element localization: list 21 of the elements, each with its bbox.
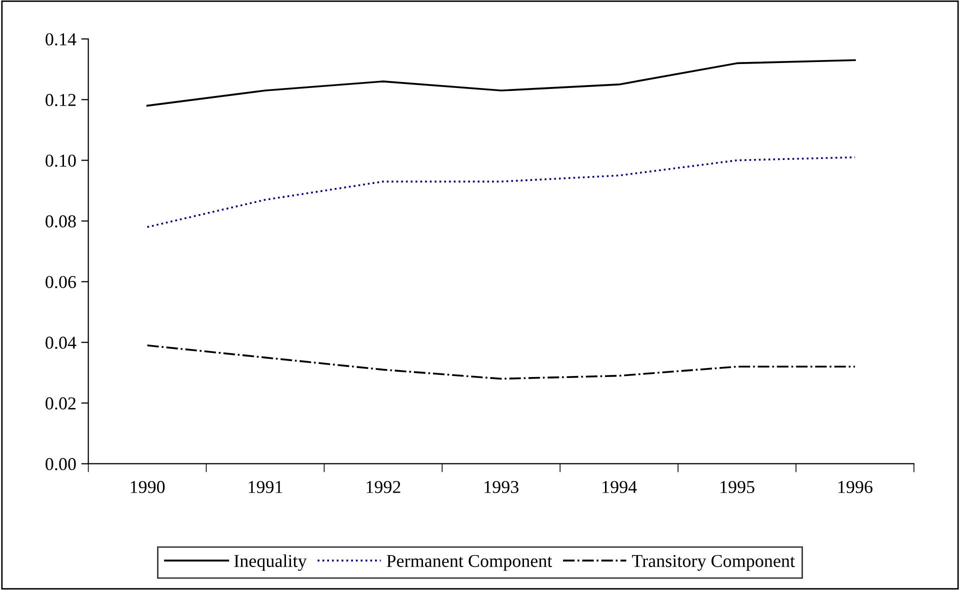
y-tick-label: 0.00 [46, 458, 76, 470]
x-tick-label: 1994 [602, 480, 637, 494]
line-series [146, 59, 856, 107]
x-tick-label: 1992 [366, 480, 400, 494]
x-tick-label: 1993 [484, 480, 518, 494]
y-tick-label: 0.02 [46, 397, 76, 410]
y-tick-label: 0.06 [46, 276, 76, 288]
line-series [146, 344, 856, 380]
y-tick-label: 0.12 [46, 94, 76, 106]
y-tick-label: 0.10 [46, 154, 76, 167]
x-tick-label: 1991 [248, 480, 282, 494]
y-tick-label: 0.08 [46, 215, 76, 228]
legend-label: Transitory Component [632, 554, 795, 571]
x-tick-label: 1995 [720, 480, 754, 494]
x-tick-label: 1990 [130, 480, 165, 494]
line-series [146, 156, 856, 228]
y-tick-label: 0.14 [46, 33, 76, 46]
legend-label: Permanent Component [386, 554, 552, 571]
x-tick-label: 1996 [838, 480, 872, 494]
legend-label: Inequality [234, 554, 307, 571]
y-tick-label: 0.04 [46, 336, 76, 349]
